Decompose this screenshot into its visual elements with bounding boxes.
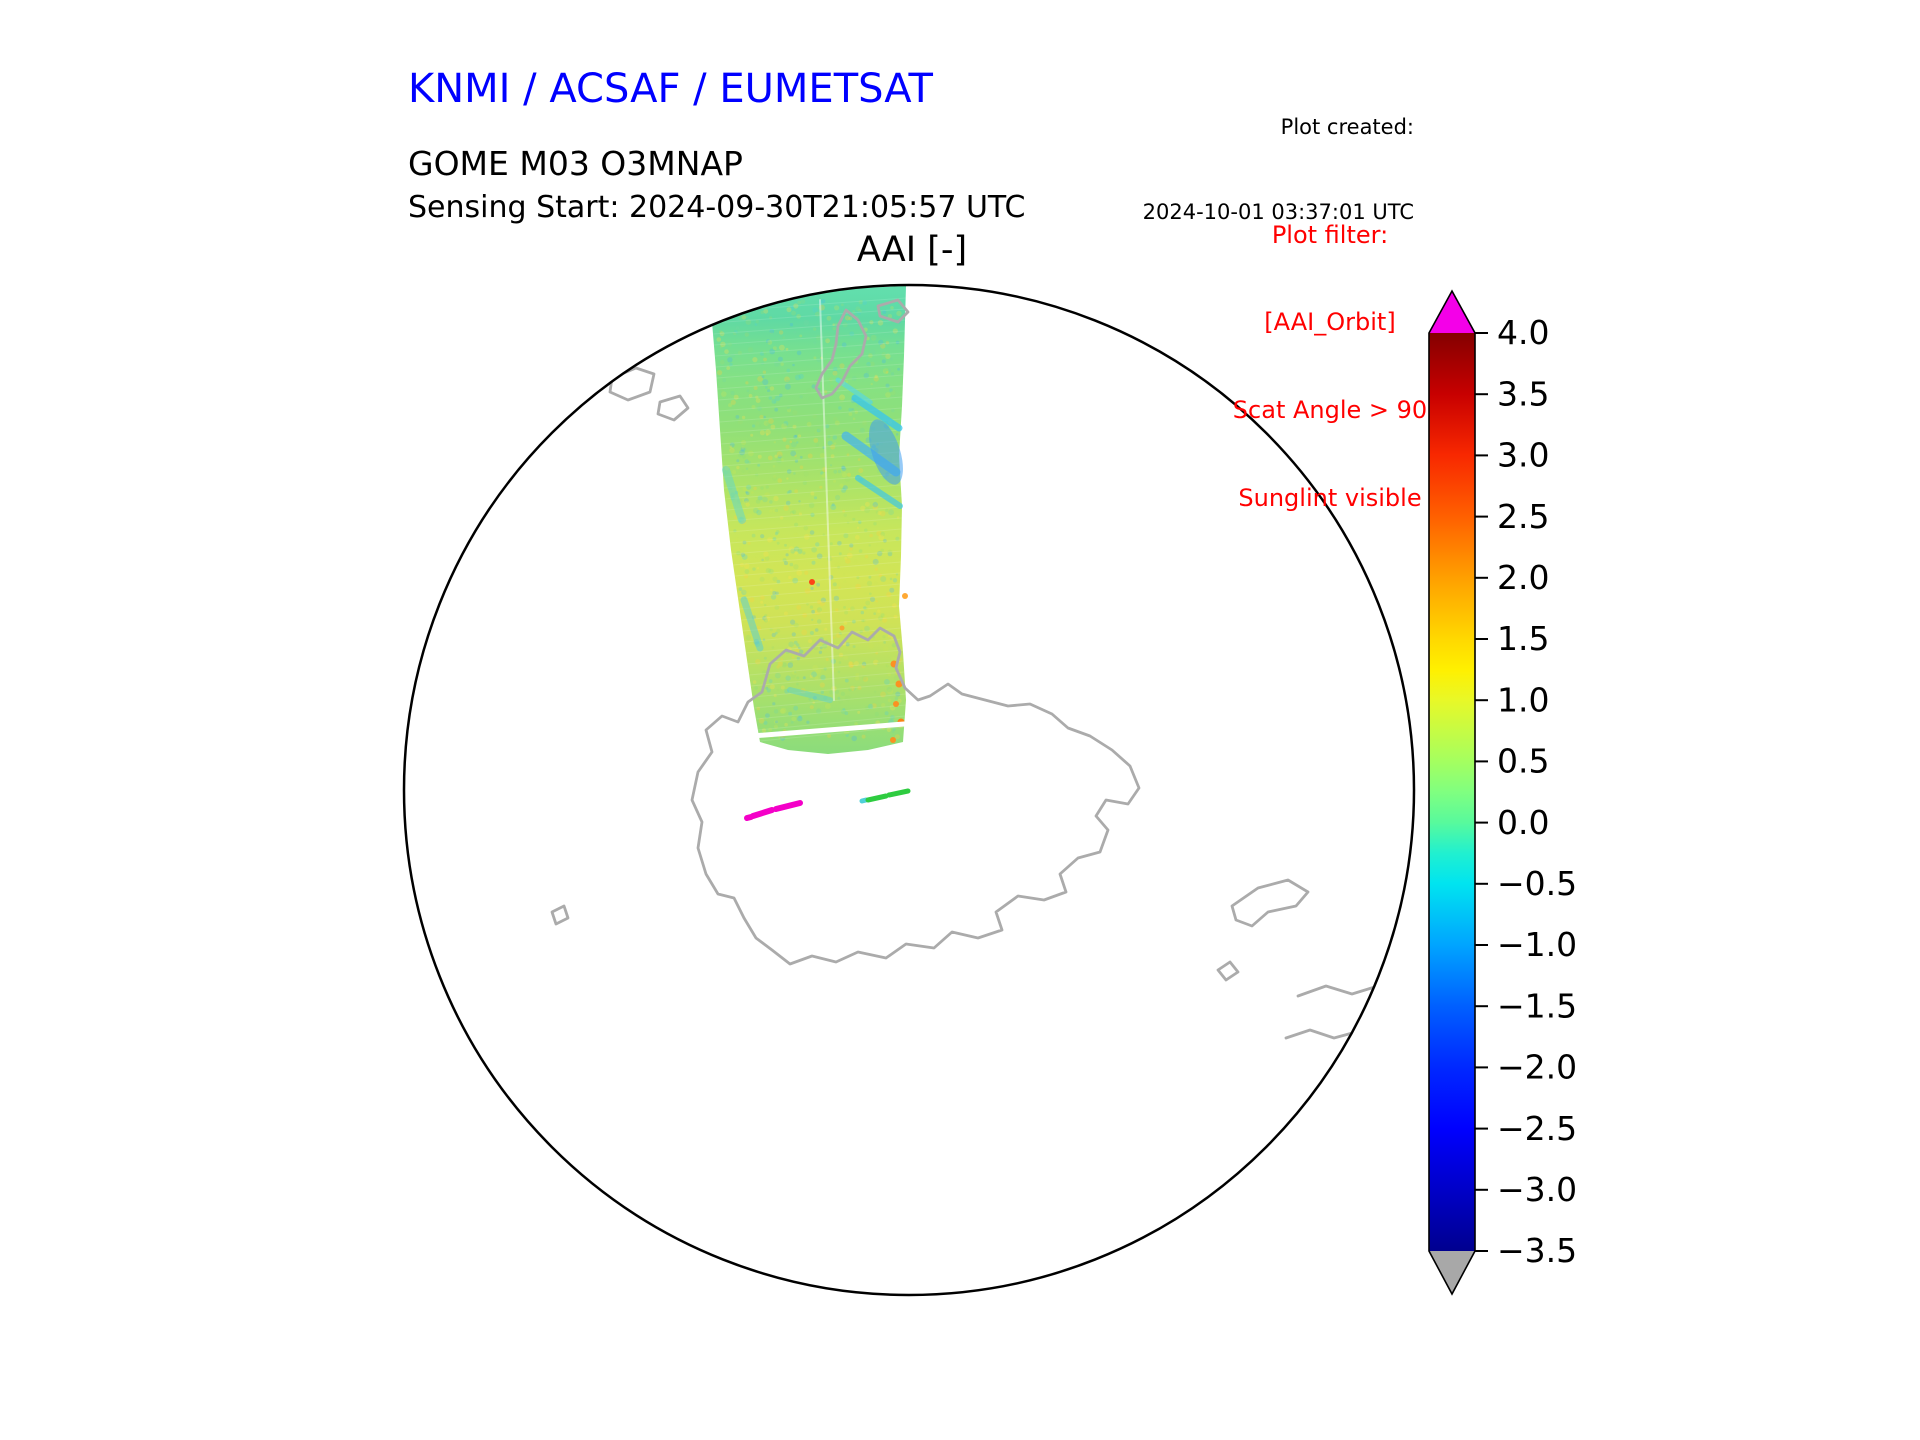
colorbar-tick-label: 2.5 [1497, 497, 1549, 536]
colorbar-ticks: 4.0 3.5 3.0 2.5 2.0 1.5 1.0 0.5 0.0 −0.5 −1.0 −1.5 −… [1475, 313, 1577, 1270]
colorbar-tick-label: −3.5 [1497, 1231, 1577, 1270]
colorbar-tick-label: 3.5 [1497, 374, 1549, 413]
sensing-start: Sensing Start: 2024-09-30T21:05:57 UTC [408, 190, 1026, 225]
colorbar-tick-label: −2.0 [1497, 1048, 1577, 1087]
map-boundary-circle [402, 283, 1416, 1297]
colorbar-tick-label: 0.0 [1497, 803, 1549, 842]
plot-created-block: Plot created: 2024-10-01 03:37:01 UTC [1143, 56, 1414, 254]
product-title: GOME M03 O3MNAP [408, 144, 743, 183]
agency-title: KNMI / ACSAF / EUMETSAT [408, 66, 933, 112]
colorbar-under-arrow [1429, 1251, 1475, 1294]
colorbar-tick-label: −2.5 [1497, 1109, 1577, 1148]
plot-filter-sunglint: Sunglint visible [1238, 483, 1422, 512]
plot-created-timestamp: 2024-10-01 03:37:01 UTC [1142, 199, 1414, 224]
colorbar-tick-label: −1.5 [1497, 986, 1577, 1025]
colorbar: 4.0 3.5 3.0 2.5 2.0 1.5 1.0 0.5 0.0 −0.5 −1.0 −1.5 −… [1428, 289, 1577, 1296]
colorbar-tick-label: 2.0 [1497, 558, 1549, 597]
colorbar-over-arrow [1429, 291, 1475, 333]
plot-filter-block: Plot filter: [AAI_Orbit] Scat Angle > 90… [1233, 162, 1427, 542]
colorbar-tick-label: −3.0 [1497, 1170, 1577, 1209]
plot-filter-label: Plot filter: [1271, 220, 1389, 249]
plot-created-label: Plot created: [1280, 114, 1414, 139]
colorbar-tick-label: 3.0 [1497, 436, 1549, 475]
colorbar-tick-label: 1.0 [1497, 680, 1549, 719]
swath-noise [711, 297, 906, 742]
plot-filter-scat-angle: Scat Angle > 90 [1232, 396, 1428, 425]
coastlines [550, 298, 1414, 1040]
colorbar-tick-label: 0.5 [1497, 742, 1549, 781]
colorbar-tick-label: 1.5 [1497, 619, 1549, 658]
map-title: AAI [-] [856, 230, 968, 270]
colorbar-tick-label: −0.5 [1497, 864, 1577, 903]
swath-marks [722, 299, 911, 821]
polar-map [402, 283, 1416, 1297]
colorbar-tick-label: −1.0 [1497, 925, 1577, 964]
colorbar-tick-label: 4.0 [1497, 313, 1549, 352]
plot-filter-orbit: [AAI_Orbit] [1264, 308, 1396, 337]
